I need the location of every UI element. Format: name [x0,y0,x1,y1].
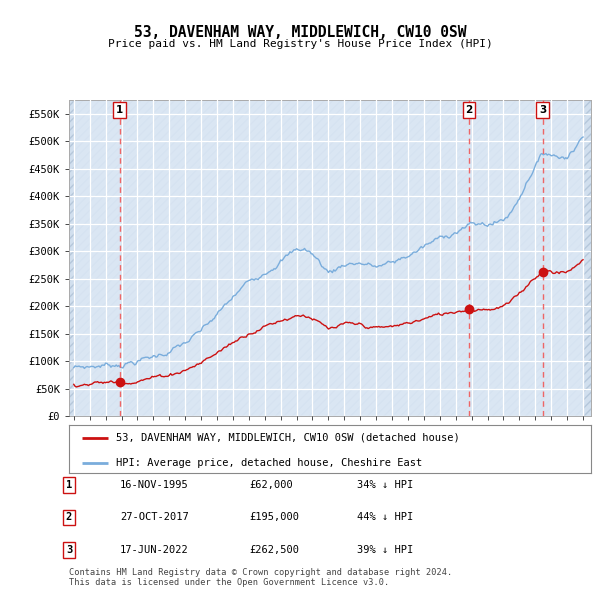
Text: 53, DAVENHAM WAY, MIDDLEWICH, CW10 0SW (detached house): 53, DAVENHAM WAY, MIDDLEWICH, CW10 0SW (… [116,433,460,443]
Text: 16-NOV-1995: 16-NOV-1995 [120,480,189,490]
Text: Contains HM Land Registry data © Crown copyright and database right 2024.
This d: Contains HM Land Registry data © Crown c… [69,568,452,587]
Text: £262,500: £262,500 [249,545,299,555]
Text: 39% ↓ HPI: 39% ↓ HPI [357,545,413,555]
Text: 1: 1 [116,105,123,115]
Text: 53, DAVENHAM WAY, MIDDLEWICH, CW10 0SW: 53, DAVENHAM WAY, MIDDLEWICH, CW10 0SW [134,25,466,40]
Text: 2: 2 [66,513,72,522]
Text: 3: 3 [539,105,546,115]
Bar [69,100,591,416]
Text: 44% ↓ HPI: 44% ↓ HPI [357,513,413,522]
Text: 17-JUN-2022: 17-JUN-2022 [120,545,189,555]
Text: 3: 3 [66,545,72,555]
Text: 27-OCT-2017: 27-OCT-2017 [120,513,189,522]
Text: £195,000: £195,000 [249,513,299,522]
Text: HPI: Average price, detached house, Cheshire East: HPI: Average price, detached house, Ches… [116,457,422,467]
Text: Price paid vs. HM Land Registry's House Price Index (HPI): Price paid vs. HM Land Registry's House … [107,39,493,49]
Text: 1: 1 [66,480,72,490]
Text: 34% ↓ HPI: 34% ↓ HPI [357,480,413,490]
Text: 2: 2 [465,105,472,115]
Text: £62,000: £62,000 [249,480,293,490]
